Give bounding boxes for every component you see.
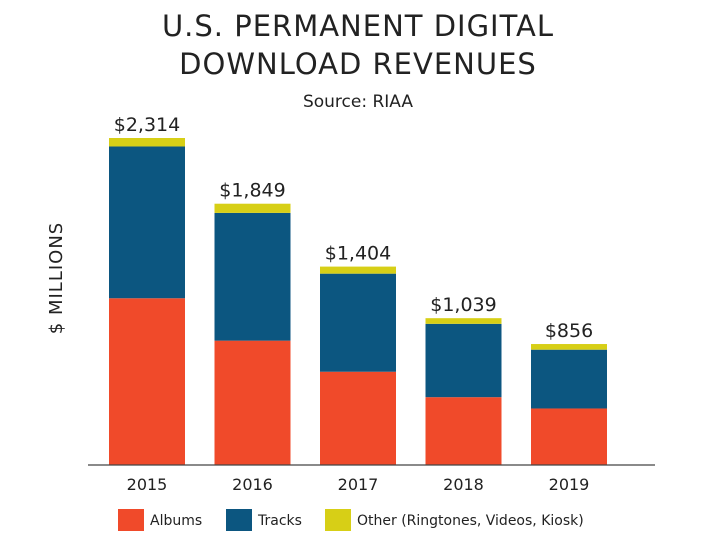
bar-tracks-2016 (214, 212, 291, 341)
total-label-2017: $1,404 (325, 243, 391, 265)
legend-swatch-albums (118, 509, 144, 531)
chart-subtitle: Source: RIAA (302, 92, 414, 112)
bar-albums-2019 (531, 408, 607, 465)
bar-albums-2016 (214, 340, 291, 465)
bar-other-2019 (531, 344, 607, 350)
total-label-2018: $1,039 (430, 294, 496, 316)
legend-label-tracks: Tracks (257, 513, 302, 529)
bar-other-2015 (109, 138, 185, 147)
legend-swatch-other (325, 509, 351, 531)
x-tick-label-2016: 2016 (232, 475, 273, 494)
bar-albums-2017 (320, 371, 396, 465)
legend: Albums Tracks Other (Ringtones, Videos, Ki… (118, 509, 584, 531)
bar-other-2018 (425, 318, 502, 324)
legend-swatch-tracks (226, 509, 252, 531)
bar-tracks-2015 (109, 146, 185, 299)
x-tick-label-2018: 2018 (443, 475, 484, 494)
y-axis-label: $ MILLIONS (46, 222, 67, 334)
bar-albums-2018 (425, 397, 502, 465)
bar-tracks-2017 (320, 273, 396, 372)
legend-label-albums: Albums (150, 513, 202, 529)
chart-title-line-2: DOWNLOAD REVENUES (179, 47, 537, 81)
bar-albums-2015 (109, 298, 185, 465)
bar-tracks-2019 (531, 349, 607, 409)
labels-layer: $2,314 2015 $1,849 2016 $1,404 2017 $1,039 2018… (114, 114, 593, 494)
bar-other-2016 (214, 203, 291, 213)
legend-label-other: Other (Ringtones, Videos, Kiosk) (357, 513, 584, 529)
total-label-2016: $1,849 (219, 180, 285, 202)
total-label-2015: $2,314 (114, 114, 180, 136)
bars-layer (109, 138, 607, 465)
chart-title-line-1: U.S. PERMANENT DIGITAL (161, 9, 555, 43)
total-label-2019: $856 (545, 320, 593, 342)
bar-other-2017 (320, 266, 396, 274)
x-tick-label-2019: 2019 (549, 475, 590, 494)
x-tick-label-2017: 2017 (338, 475, 379, 494)
bar-tracks-2018 (425, 323, 502, 398)
x-tick-label-2015: 2015 (127, 475, 168, 494)
